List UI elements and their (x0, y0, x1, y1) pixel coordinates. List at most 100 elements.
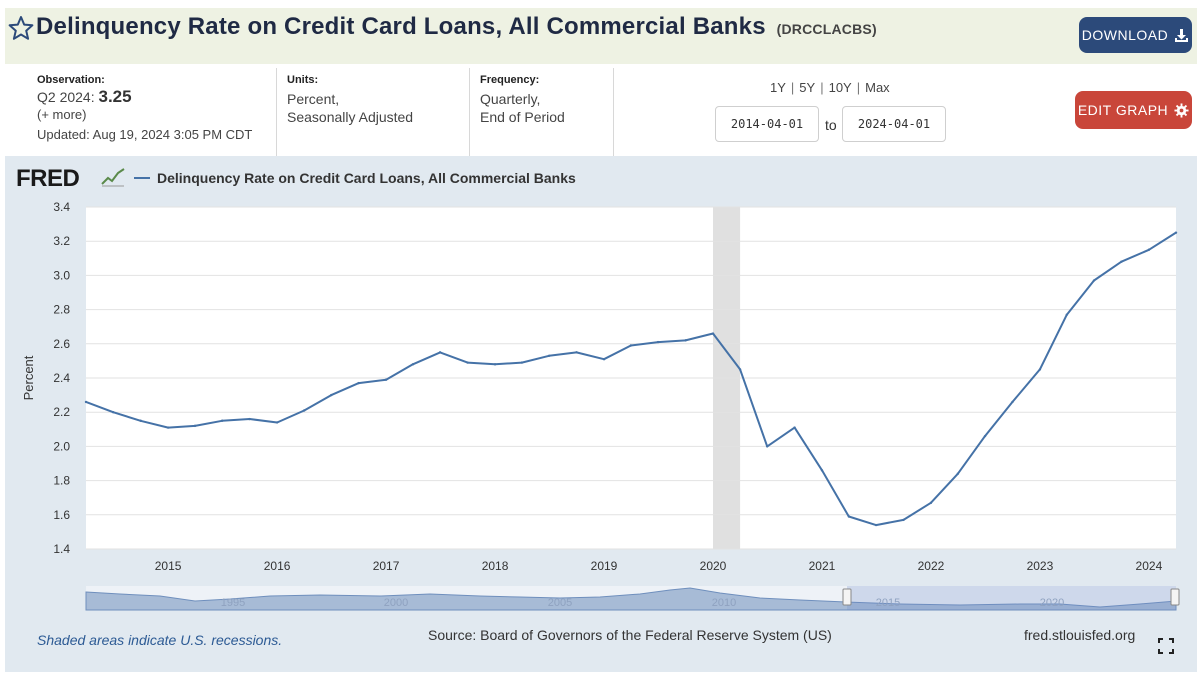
data-point (820, 469, 824, 472)
x-tick-label: 2016 (264, 559, 291, 573)
navigator-label: 1995 (221, 597, 245, 609)
range-max[interactable]: Max (865, 80, 890, 95)
range-5y[interactable]: 5Y (799, 80, 816, 95)
data-point (193, 424, 197, 428)
observation-panel: Observation: Q2 2024: 3.25 (+ more) Upda… (5, 68, 277, 156)
data-point (302, 409, 306, 412)
data-point (466, 361, 469, 364)
data-point (1120, 260, 1123, 263)
data-point (1092, 279, 1096, 282)
navigator-label: 2000 (384, 597, 408, 609)
data-point (738, 368, 742, 371)
title-bar (5, 8, 1197, 64)
x-tick-label: 2024 (1136, 559, 1163, 573)
data-point (357, 381, 360, 385)
units-header: Units: (287, 74, 319, 86)
data-point (629, 344, 633, 347)
series-id: (DRCCLACBS) (776, 21, 877, 37)
x-tick-label: 2017 (373, 559, 400, 573)
data-point (983, 434, 987, 438)
edit-graph-button[interactable]: EDIT GRAPH (1075, 91, 1192, 129)
y-tick-label: 3.2 (53, 234, 70, 248)
data-point (902, 518, 905, 522)
y-tick-label: 1.4 (53, 542, 70, 556)
navigator-label: 2005 (548, 597, 572, 609)
data-point (1065, 313, 1068, 316)
star-icon[interactable] (8, 15, 34, 41)
y-tick-label: 2.4 (53, 371, 70, 385)
download-label: DOWNLOAD (1081, 27, 1169, 43)
x-tick-label: 2023 (1027, 559, 1054, 573)
navigator-label: 2020 (1040, 597, 1064, 609)
download-icon (1175, 28, 1189, 42)
data-point (330, 393, 333, 397)
data-point (411, 363, 415, 366)
more-link[interactable]: (+ more) (37, 107, 87, 122)
data-point (493, 363, 497, 366)
units-line-2: Seasonally Adjusted (287, 109, 414, 125)
data-point (874, 523, 878, 527)
y-tick-label: 2.2 (53, 405, 70, 419)
date-from-input[interactable]: 2014-04-01 (715, 106, 819, 142)
data-point (547, 354, 551, 357)
gear-icon (1174, 102, 1189, 118)
data-point (1011, 400, 1014, 404)
fred-logo: FRED (16, 165, 80, 192)
fullscreen-icon[interactable] (1158, 638, 1174, 654)
edit-graph-label: EDIT GRAPH (1077, 102, 1169, 118)
data-point (1038, 368, 1042, 371)
x-tick-label: 2021 (809, 559, 836, 573)
recession-note: Shaded areas indicate U.S. recessions. (37, 632, 283, 648)
units-panel: Units: Percent, Seasonally Adjusted (277, 68, 470, 156)
source-text: Source: Board of Governors of the Federa… (428, 627, 832, 643)
y-tick-label: 3.4 (53, 200, 70, 214)
y-tick-label: 2.6 (53, 337, 70, 351)
navigator-label: 2015 (876, 597, 900, 609)
frequency-header: Frequency: (480, 74, 540, 86)
data-point (765, 445, 769, 448)
navigator-label: 2010 (712, 597, 736, 609)
data-point (656, 340, 660, 344)
data-point (166, 426, 170, 429)
page-title: Delinquency Rate on Credit Card Loans, A… (36, 13, 877, 41)
site-link[interactable]: fred.stlouisfed.org (1024, 627, 1136, 643)
data-point (956, 472, 960, 475)
navigator-handle[interactable] (1170, 588, 1180, 606)
download-button[interactable]: DOWNLOAD (1079, 17, 1192, 53)
data-point (684, 339, 687, 342)
y-tick-label: 2.8 (53, 303, 70, 317)
data-point (520, 361, 524, 364)
data-point (847, 515, 851, 518)
navigator-series (85, 587, 1177, 611)
date-to-input[interactable]: 2024-04-01 (842, 106, 946, 142)
y-tick-label: 3.0 (53, 268, 70, 282)
frequency-panel: Frequency: Quarterly, End of Period (470, 68, 614, 156)
data-point (929, 501, 933, 505)
navigator-handle[interactable] (842, 588, 852, 606)
chart-legend: Delinquency Rate on Credit Card Loans, A… (134, 170, 576, 186)
x-tick-label: 2015 (155, 559, 182, 573)
range-10y[interactable]: 10Y (828, 80, 852, 95)
data-point (711, 332, 715, 335)
frequency-line-2: End of Period (480, 109, 565, 125)
frequency-line-1: Quarterly, (480, 91, 541, 107)
date-to-label: to (825, 117, 837, 133)
x-tick-label: 2020 (700, 559, 727, 573)
title-text: Delinquency Rate on Credit Card Loans, A… (36, 13, 766, 40)
x-tick-label: 2022 (918, 559, 945, 573)
data-point (1147, 248, 1151, 251)
data-point (275, 421, 279, 424)
observation-period: Q2 2024: (37, 89, 95, 105)
data-point (139, 419, 142, 422)
y-tick-label: 1.8 (53, 474, 70, 488)
range-selector: 1Y | 5Y | 10Y | Max (770, 80, 890, 95)
range-1y[interactable]: 1Y (770, 80, 786, 95)
x-tick-label: 2018 (482, 559, 509, 573)
data-point (84, 400, 88, 404)
data-point (248, 417, 251, 421)
data-point (793, 426, 796, 429)
units-line-1: Percent, (287, 91, 340, 107)
y-tick-label: 1.6 (53, 508, 70, 522)
legend-swatch (134, 177, 150, 179)
